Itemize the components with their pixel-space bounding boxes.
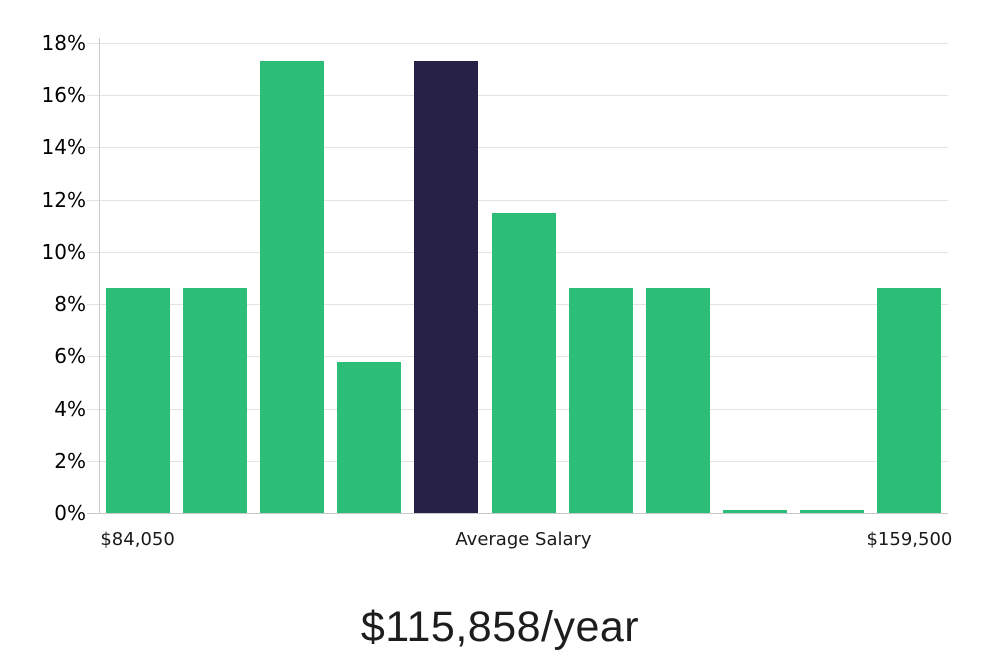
y-tick-label: 10% bbox=[41, 239, 86, 264]
y-tick-label: 12% bbox=[41, 187, 86, 212]
salary-bar bbox=[259, 61, 324, 513]
salary-bar bbox=[723, 510, 788, 513]
salary-bar bbox=[491, 212, 556, 513]
x-axis-baseline bbox=[87, 513, 948, 514]
salary-bar bbox=[877, 288, 942, 513]
average-salary-bar bbox=[414, 61, 479, 513]
x-axis-labels: $84,050 Average Salary $159,500 bbox=[99, 529, 952, 553]
y-tick-label: 18% bbox=[41, 31, 86, 55]
salary-bar bbox=[568, 288, 633, 513]
plot-area bbox=[87, 38, 948, 514]
gridline bbox=[87, 147, 948, 149]
salary-bar bbox=[182, 288, 247, 513]
salary-bar bbox=[800, 510, 865, 513]
x-tick-label-average: Average Salary bbox=[455, 529, 592, 550]
gridline bbox=[87, 43, 948, 44]
y-tick-label: 8% bbox=[54, 292, 86, 317]
y-axis-labels: 0% 2% 4% 6% 8% 10% 12% 14% 16% 18% bbox=[0, 33, 86, 523]
y-tick-label: 2% bbox=[54, 448, 86, 473]
y-tick-label: 14% bbox=[41, 135, 86, 160]
x-tick-label-min: $84,050 bbox=[100, 529, 175, 550]
chart-title: $115,858/year bbox=[360, 603, 640, 651]
gridline bbox=[87, 199, 948, 201]
gridline bbox=[87, 95, 948, 97]
y-axis-line bbox=[99, 38, 100, 513]
salary-bar bbox=[645, 288, 710, 513]
salary-bar bbox=[337, 361, 402, 513]
y-tick-label: 6% bbox=[54, 344, 86, 369]
y-tick-label: 16% bbox=[41, 83, 86, 108]
x-tick-label-max: $159,500 bbox=[866, 529, 953, 550]
salary-bar bbox=[105, 288, 170, 513]
y-tick-label: 0% bbox=[54, 501, 86, 525]
y-tick-label: 4% bbox=[54, 396, 86, 421]
